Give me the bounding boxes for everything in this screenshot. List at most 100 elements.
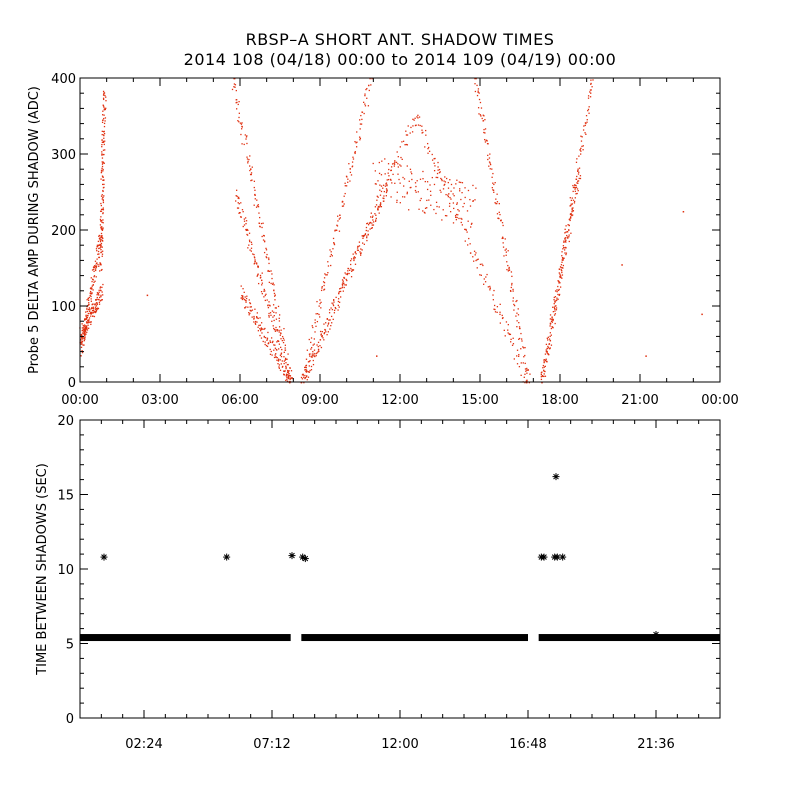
data-point: [453, 207, 455, 210]
data-point: [346, 273, 349, 276]
data-point: [425, 134, 427, 136]
data-point: [273, 328, 276, 331]
data-point: [477, 91, 479, 93]
data-point: [499, 213, 501, 216]
data-point: [385, 195, 388, 197]
data-point: [266, 299, 268, 301]
data-point: [356, 247, 359, 249]
data-point: [304, 366, 306, 369]
data-point: [99, 270, 101, 272]
data-point: [273, 327, 275, 330]
y-axis-label: Probe 5 DELTA AMP DURING SHADOW (ADC): [27, 86, 42, 374]
data-point: [352, 257, 355, 259]
data-point: [331, 302, 333, 304]
data-point: [267, 304, 269, 306]
data-point: [573, 186, 576, 188]
data-point: [516, 312, 518, 314]
data-point: [590, 83, 592, 85]
data-point: [556, 291, 558, 293]
data-point: [347, 181, 349, 183]
data-point: [558, 268, 560, 270]
data-point: [265, 247, 267, 250]
data-point: [571, 203, 573, 205]
data-point: [291, 377, 293, 380]
data-point: [90, 295, 92, 298]
data-point: [516, 349, 519, 351]
data-point: [393, 162, 395, 165]
data-point: [101, 226, 103, 228]
data-point: [386, 184, 388, 187]
data-point: [286, 374, 289, 376]
data-point: [83, 332, 86, 334]
data-point: [324, 273, 326, 275]
data-point: [260, 330, 262, 332]
data-point: [444, 214, 447, 217]
data-point: [434, 165, 436, 167]
data-point: [522, 362, 524, 364]
data-point: [85, 315, 87, 317]
data-point: [243, 218, 246, 220]
data-point: [236, 195, 238, 198]
data-point: [369, 221, 372, 224]
data-point: [249, 173, 252, 176]
data-point: [95, 302, 98, 304]
data-point: [359, 137, 362, 140]
data-point: [565, 253, 567, 256]
data-point: [274, 354, 276, 356]
data-point: [325, 331, 327, 333]
data-point: [452, 193, 454, 195]
data-point: [562, 257, 564, 259]
data-point: [526, 380, 528, 382]
data-point: [263, 288, 265, 291]
data-point: [286, 376, 288, 379]
data-point: [102, 110, 104, 112]
data-point: [553, 303, 555, 305]
data-point: [102, 183, 104, 186]
data-point: [484, 128, 487, 130]
data-point: [93, 311, 95, 313]
data-point: [376, 195, 378, 197]
data-point: [360, 114, 362, 117]
data-point: [401, 158, 403, 161]
data-point: [558, 282, 560, 284]
data-point: [464, 228, 466, 231]
data-point: [419, 178, 422, 180]
data-point: [257, 282, 260, 285]
data-point: [284, 359, 286, 361]
data-point: [256, 316, 258, 319]
data-point: [82, 344, 84, 346]
data-point: [257, 274, 259, 276]
data-point: [100, 245, 102, 247]
data-point: [592, 79, 594, 81]
data-point: [249, 169, 251, 172]
data-point: [403, 178, 406, 180]
data-point: [512, 290, 514, 292]
data-point: [371, 216, 374, 219]
data-point: [571, 214, 574, 216]
data-point: [499, 311, 501, 313]
data-point: [272, 304, 275, 306]
data-point: [313, 338, 315, 340]
data-point: [555, 307, 558, 309]
data-point: [325, 274, 327, 276]
data-point: [561, 274, 564, 276]
data-point: [103, 134, 105, 137]
data-point: [242, 211, 244, 213]
data-point: [385, 191, 388, 194]
data-point: [564, 252, 566, 254]
data-point: [278, 348, 280, 350]
data-point: [360, 252, 362, 254]
data-point: [101, 250, 104, 252]
data-point: [428, 146, 430, 149]
top-plot-frame: [79, 77, 721, 383]
data-point: [241, 298, 244, 301]
data-point: [572, 186, 575, 189]
data-point: [261, 284, 263, 286]
data-point: [99, 239, 102, 241]
data-point: [313, 352, 315, 355]
data-point: [285, 367, 287, 370]
data-point: [99, 262, 101, 264]
data-point: [280, 363, 282, 365]
data-point: [265, 249, 268, 251]
data-point: [419, 199, 421, 202]
